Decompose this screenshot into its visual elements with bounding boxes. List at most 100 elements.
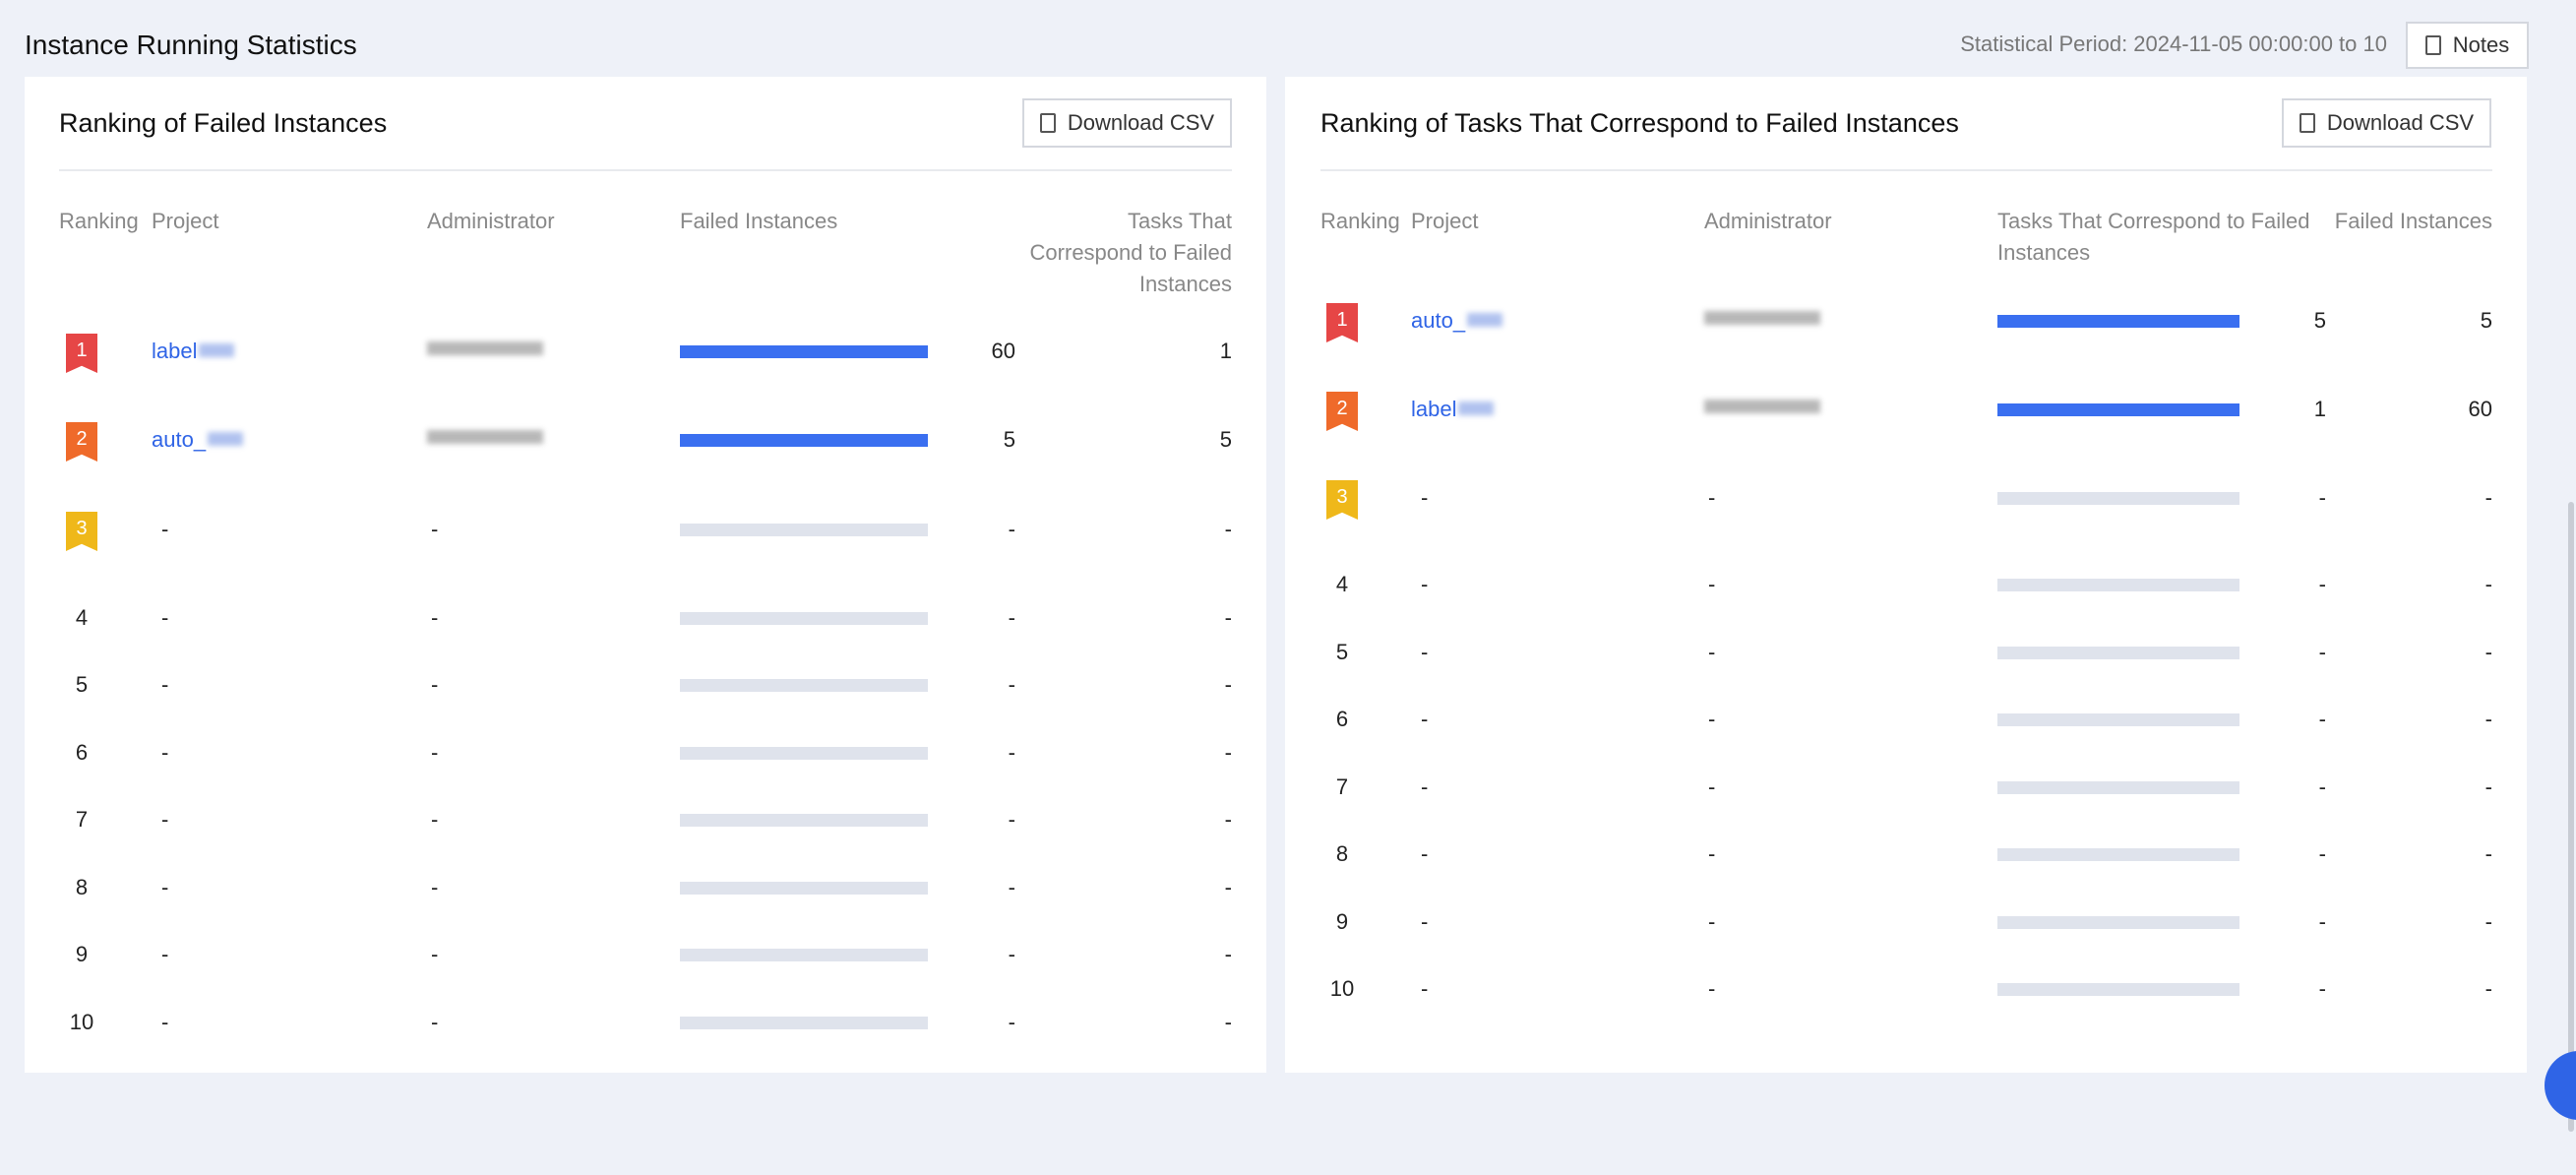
secondary-value: - xyxy=(2484,485,2492,510)
secondary-value: - xyxy=(1224,605,1232,630)
value: - xyxy=(1008,875,1015,899)
project: - xyxy=(161,672,169,697)
project-blur xyxy=(199,343,234,357)
bar xyxy=(680,882,928,895)
project: - xyxy=(161,740,169,765)
column-header: Administrator xyxy=(1704,209,1832,233)
secondary-value: 1 xyxy=(1219,339,1232,363)
bar xyxy=(1997,713,2239,726)
bar xyxy=(1997,579,2239,591)
administrator-blur xyxy=(427,341,543,355)
value: 5 xyxy=(1003,427,1015,452)
bar xyxy=(680,524,928,536)
secondary-value: - xyxy=(1224,875,1232,899)
column-header: Project xyxy=(152,209,219,233)
download-label: Download CSV xyxy=(1067,110,1215,135)
floating-help-button[interactable] xyxy=(2545,1051,2576,1120)
page-title: Instance Running Statistics xyxy=(25,30,357,60)
administrator-blur xyxy=(1704,311,1820,325)
value: - xyxy=(2318,640,2326,664)
project-blur xyxy=(1467,313,1503,327)
notes-icon xyxy=(2424,35,2441,55)
value: - xyxy=(2318,485,2326,510)
project[interactable]: auto_ xyxy=(152,427,207,452)
value: - xyxy=(2318,841,2326,866)
bar xyxy=(680,612,928,625)
administrator: - xyxy=(431,740,439,765)
value: - xyxy=(1008,740,1015,765)
secondary-value: - xyxy=(1224,942,1232,966)
project[interactable]: label xyxy=(1411,397,1457,421)
column-header: Project xyxy=(1411,209,1479,233)
secondary-value: - xyxy=(1224,672,1232,697)
value: - xyxy=(2318,976,2326,1001)
project[interactable]: auto_ xyxy=(1411,308,1466,333)
project: - xyxy=(161,942,169,966)
rank: 6 xyxy=(1335,707,1349,731)
notes-button[interactable]: Notes xyxy=(2406,22,2529,69)
value: - xyxy=(2318,774,2326,799)
administrator: - xyxy=(1708,976,1716,1001)
notes-label: Notes xyxy=(2452,32,2510,57)
bar xyxy=(1997,315,2239,328)
administrator: - xyxy=(431,672,439,697)
divider xyxy=(59,169,1232,171)
download-icon xyxy=(2299,113,2315,133)
rank: 7 xyxy=(1335,774,1349,799)
value: - xyxy=(1008,605,1015,630)
secondary-value: - xyxy=(2484,774,2492,799)
secondary-value: 5 xyxy=(1219,427,1232,452)
project[interactable]: label xyxy=(152,339,198,363)
administrator: - xyxy=(431,1010,439,1034)
secondary-value: 60 xyxy=(2468,397,2492,421)
column-header: Tasks That Correspond to Failed Instance… xyxy=(1029,209,1232,296)
project: - xyxy=(1421,485,1429,510)
project: - xyxy=(1421,909,1429,934)
secondary-value: - xyxy=(1224,1010,1232,1034)
download-icon xyxy=(1039,113,1056,133)
secondary-value: - xyxy=(2484,572,2492,596)
rank: 5 xyxy=(75,672,89,697)
download-csv-button[interactable]: Download CSV xyxy=(1022,98,1232,148)
administrator-blur xyxy=(427,430,543,444)
administrator: - xyxy=(1708,572,1716,596)
value: - xyxy=(1008,1010,1015,1034)
panel-title: Ranking of Failed Instances xyxy=(59,108,388,138)
project: - xyxy=(161,807,169,832)
administrator: - xyxy=(431,875,439,899)
bar xyxy=(1997,916,2239,929)
download-label: Download CSV xyxy=(2326,110,2475,135)
project: - xyxy=(161,517,169,541)
secondary-value: - xyxy=(1224,517,1232,541)
download-csv-button[interactable]: Download CSV xyxy=(2282,98,2491,148)
value: - xyxy=(1008,672,1015,697)
panel-title: Ranking of Tasks That Correspond to Fail… xyxy=(1320,108,1959,138)
column-header: Ranking xyxy=(1320,209,1400,233)
administrator: - xyxy=(1708,485,1716,510)
administrator: - xyxy=(1708,707,1716,731)
rank: 10 xyxy=(1329,976,1355,1001)
panel-left xyxy=(25,77,1266,1073)
panel-right xyxy=(1285,77,2527,1073)
project: - xyxy=(1421,572,1429,596)
project: - xyxy=(1421,976,1429,1001)
scrollbar[interactable] xyxy=(2568,502,2574,1132)
secondary-value: - xyxy=(2484,640,2492,664)
bar xyxy=(680,345,928,358)
rank: 8 xyxy=(75,875,89,899)
value: - xyxy=(2318,909,2326,934)
rank: 7 xyxy=(75,807,89,832)
project: - xyxy=(161,605,169,630)
bar xyxy=(1997,647,2239,659)
divider xyxy=(1320,169,2492,171)
statistical-period: Statistical Period: 2024-11-05 00:00:00 … xyxy=(1960,31,2387,56)
bar xyxy=(680,679,928,692)
secondary-value: - xyxy=(2484,909,2492,934)
administrator: - xyxy=(431,807,439,832)
bar xyxy=(1997,403,2239,416)
secondary-value: - xyxy=(2484,841,2492,866)
value: - xyxy=(2318,572,2326,596)
secondary-value: - xyxy=(1224,740,1232,765)
value: - xyxy=(1008,807,1015,832)
